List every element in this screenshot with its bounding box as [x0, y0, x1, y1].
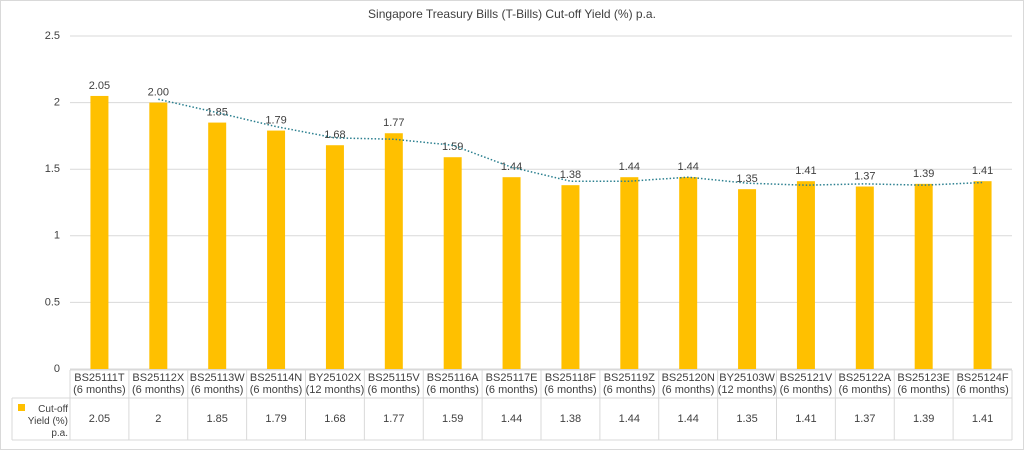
data-label: 1.39	[913, 168, 934, 180]
data-label: 2.05	[89, 80, 110, 92]
table-value: 1.59	[442, 413, 463, 425]
bar	[738, 189, 757, 369]
y-tick-label: 1.5	[45, 163, 60, 175]
x-tick-label: BS25115V (6 months)	[368, 372, 421, 396]
bar	[796, 181, 815, 369]
table-value: 1.39	[913, 413, 934, 425]
table-value: 2	[155, 413, 161, 425]
table-value: 1.44	[677, 413, 698, 425]
bar	[267, 130, 286, 369]
x-tick-label: BS25114N (6 months)	[250, 372, 303, 396]
bar	[561, 185, 580, 369]
x-tick-label: BS25123E (6 months)	[897, 372, 950, 396]
data-label: 1.59	[442, 141, 463, 153]
bar	[973, 181, 992, 369]
data-label: 1.44	[619, 161, 640, 173]
table-value: 1.37	[854, 413, 875, 425]
bar	[149, 102, 168, 369]
table-value: 1.79	[265, 413, 286, 425]
table-value: 1.85	[206, 413, 227, 425]
bar	[679, 177, 698, 369]
x-tick-label: BS25122A (6 months)	[839, 372, 892, 396]
table-value: 1.68	[324, 413, 345, 425]
x-tick-label: BS25124F (6 months)	[956, 372, 1009, 396]
x-tick-label: BY25102X (12 months)	[306, 372, 365, 396]
x-tick-label: BS25112X (6 months)	[132, 372, 185, 396]
bar	[443, 157, 462, 369]
bar	[502, 177, 521, 369]
table-value: 1.35	[736, 413, 757, 425]
x-tick-label: BS25118F (6 months)	[544, 372, 597, 396]
data-label: 1.41	[795, 165, 816, 177]
y-tick-label: 2.5	[45, 30, 60, 42]
chart-title: Singapore Treasury Bills (T-Bills) Cut-o…	[368, 7, 656, 21]
table-value: 1.44	[501, 413, 522, 425]
data-label: 1.41	[972, 165, 993, 177]
bar	[855, 186, 874, 369]
x-tick-label: BS25116A (6 months)	[426, 372, 479, 396]
x-tick-label: BS25117E (6 months)	[485, 372, 538, 396]
x-tick-label: BY25103W (12 months)	[718, 372, 777, 396]
table-value: 2.05	[89, 413, 110, 425]
bar	[620, 177, 639, 369]
bar	[384, 133, 403, 369]
x-tick-label: BS25113W (6 months)	[190, 372, 245, 396]
table-value: 1.41	[795, 413, 816, 425]
data-label: 1.35	[736, 173, 757, 185]
data-label: 1.44	[677, 161, 698, 173]
bar	[914, 183, 933, 369]
table-value: 1.77	[383, 413, 404, 425]
x-tick-label: BS25111T (6 months)	[73, 372, 126, 396]
data-label: 1.37	[854, 170, 875, 182]
legend-label: Cut-off Yield (%) p.a.	[27, 404, 68, 439]
bar	[325, 145, 344, 369]
table-value: 1.38	[560, 413, 581, 425]
x-tick-label: BS25120N (6 months)	[662, 372, 715, 396]
x-tick-label: BS25121V (6 months)	[780, 372, 833, 396]
y-tick-label: 0.5	[45, 296, 60, 308]
y-tick-label: 2	[54, 97, 60, 109]
table-value: 1.44	[619, 413, 640, 425]
x-tick-label: BS25119Z (6 months)	[603, 372, 656, 396]
data-label: 1.77	[383, 117, 404, 129]
legend-key	[18, 404, 25, 411]
data-label: 1.68	[324, 129, 345, 141]
bar	[208, 122, 227, 369]
table-value: 1.41	[972, 413, 993, 425]
trendline	[158, 98, 983, 186]
data-label: 1.38	[560, 169, 581, 181]
data-label: 1.79	[265, 114, 286, 126]
data-label: 2.00	[148, 87, 169, 99]
bar	[90, 95, 109, 369]
y-tick-label: 1	[54, 230, 60, 242]
y-tick-label: 0	[54, 363, 60, 375]
